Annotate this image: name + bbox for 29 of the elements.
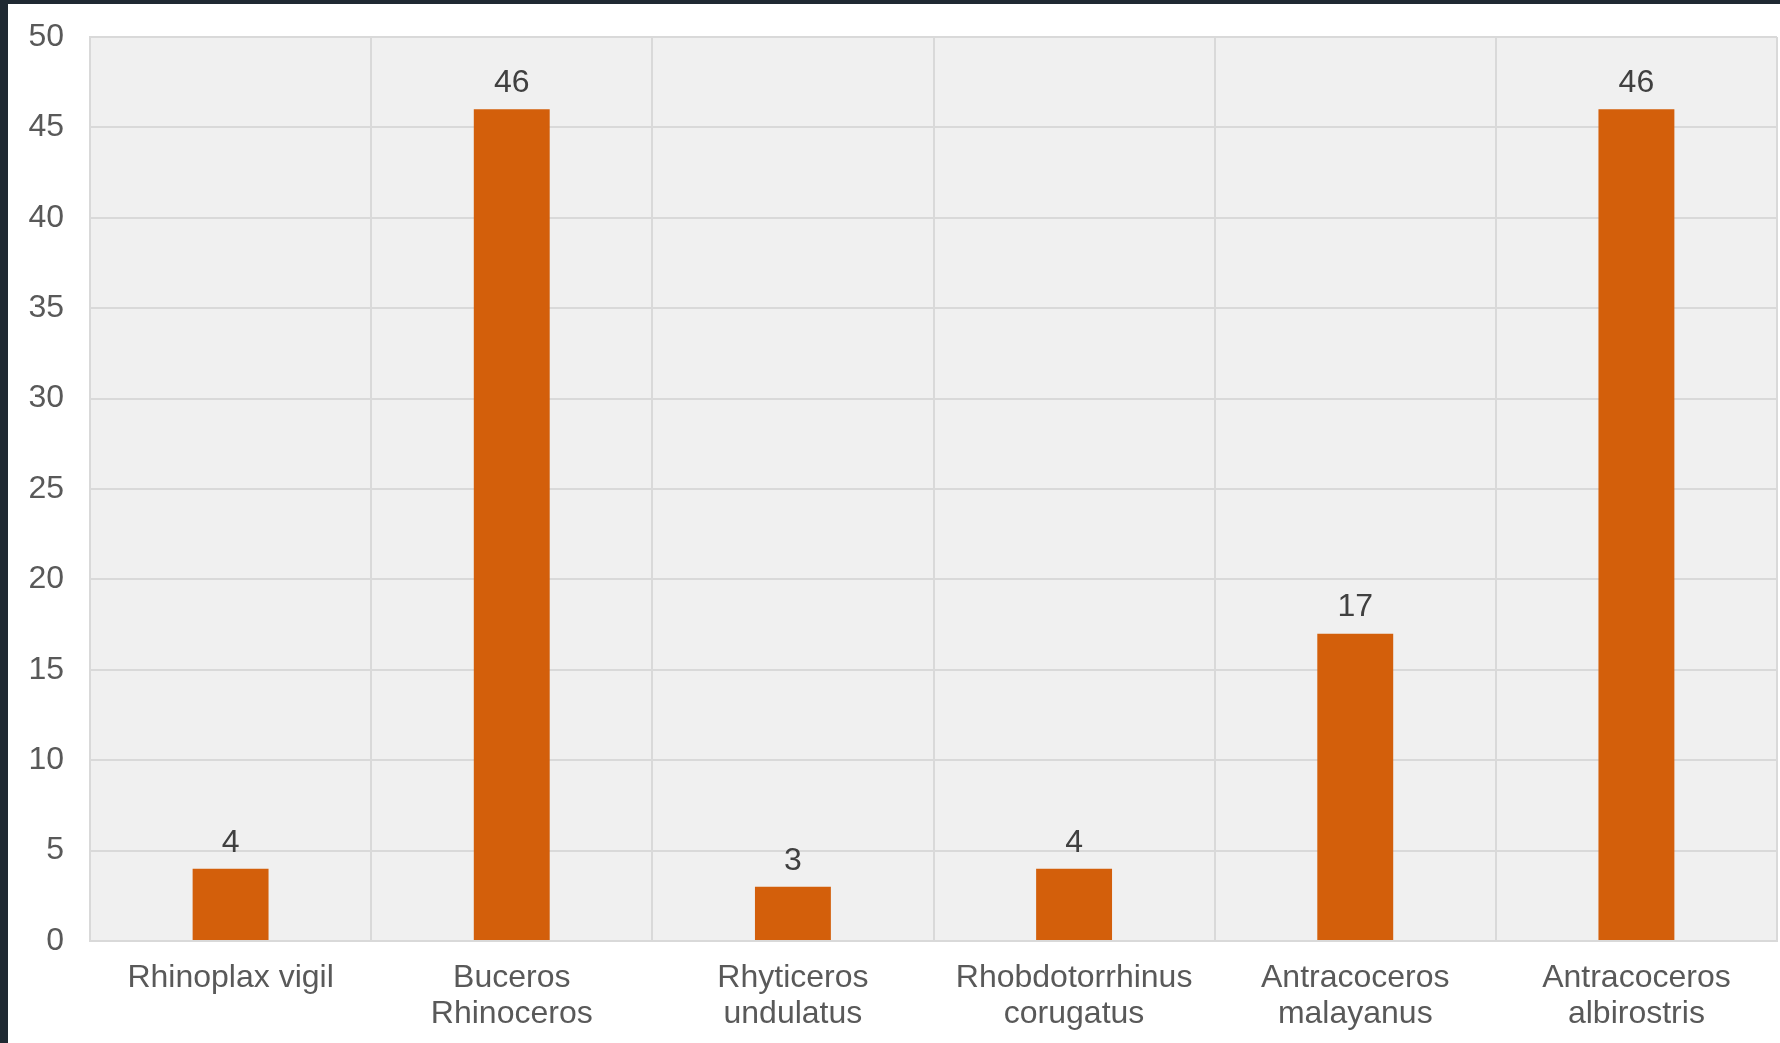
x-tick-label: Buceros Rhinoceros [430,958,593,1030]
y-tick-label: 15 [28,649,64,686]
bar [473,109,550,940]
data-label: 46 [493,63,530,100]
bar [754,886,831,940]
y-tick-label: 30 [28,378,64,415]
bar [192,868,269,940]
x-tick-label: Rhinoplax vigil [127,958,334,995]
y-tick-label: 20 [28,559,64,596]
y-tick-label: 40 [28,197,64,234]
bar [1598,109,1675,940]
data-label: 3 [784,840,802,877]
data-label: 17 [1337,587,1374,624]
data-label: 46 [1618,63,1655,100]
y-tick-label: 35 [28,288,64,325]
data-label: 4 [221,822,240,859]
y-tick-label: 25 [28,468,64,505]
bar [1317,633,1394,940]
y-tick-label: 50 [28,16,64,53]
data-label: 4 [1065,822,1083,859]
x-tick-label: Antracoceros malayanus [1260,958,1450,1030]
x-tick-label: Rhyticeros undulatus [717,958,869,1030]
x-tick-label: Rhobdotorrhinus corugatus [955,958,1193,1030]
y-tick-label: 45 [28,107,64,144]
y-tick-label: 5 [46,830,64,867]
x-tick-label: Antracoceros albirostris [1542,958,1731,1030]
bar [1036,868,1113,940]
y-tick-label: 0 [46,920,64,957]
y-tick-label: 10 [28,740,64,777]
